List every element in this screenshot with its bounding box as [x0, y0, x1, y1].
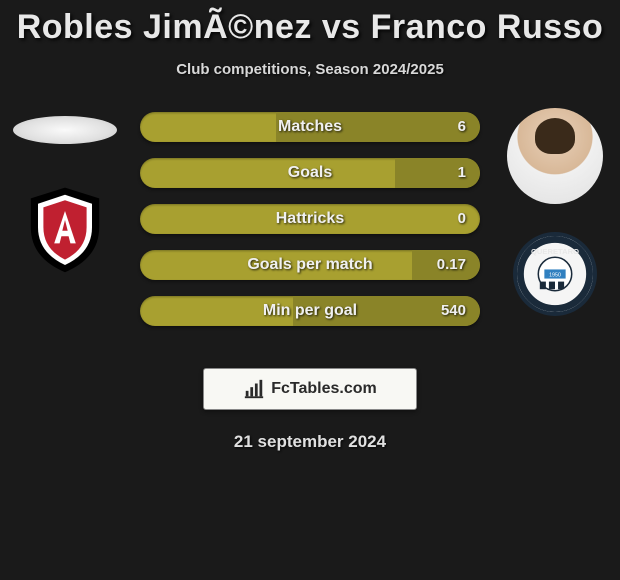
source-badge[interactable]: FcTables.com	[203, 368, 417, 410]
stats-bars: Matches 6 Goals 1 Hattricks 0 Goals per …	[140, 112, 480, 342]
queretaro-crest-icon: QUERETARO 1950	[517, 236, 593, 312]
svg-text:1950: 1950	[549, 272, 561, 278]
stat-value-right: 540	[441, 296, 466, 326]
stat-row: Goals 1	[140, 158, 480, 188]
stat-value-right: 6	[458, 112, 466, 142]
svg-text:QUERETARO: QUERETARO	[531, 247, 579, 256]
stat-row: Min per goal 540	[140, 296, 480, 326]
left-player-column	[0, 108, 130, 274]
stat-label: Goals per match	[140, 250, 480, 280]
stat-row: Matches 6	[140, 112, 480, 142]
stat-value-right: 0.17	[437, 250, 466, 280]
club-crest-left	[20, 184, 110, 274]
stat-row: Goals per match 0.17	[140, 250, 480, 280]
right-player-column: QUERETARO 1950	[490, 108, 620, 316]
club-crest-right: QUERETARO 1950	[513, 232, 597, 316]
stat-value-right: 0	[458, 204, 466, 234]
stat-label: Hattricks	[140, 204, 480, 234]
stat-row: Hattricks 0	[140, 204, 480, 234]
source-badge-text: FcTables.com	[271, 380, 377, 398]
stat-label: Min per goal	[140, 296, 480, 326]
stat-value-right: 1	[458, 158, 466, 188]
atlas-crest-icon	[20, 184, 110, 274]
stat-label: Goals	[140, 158, 480, 188]
comparison-date: 21 september 2024	[0, 432, 620, 452]
player-left-silhouette	[13, 116, 117, 144]
comparison-card: Robles JimÃ©nez vs Franco Russo Club com…	[0, 0, 620, 452]
player-right-photo	[507, 108, 603, 204]
main-area: QUERETARO 1950 Matches 6 Go	[0, 108, 620, 358]
bar-chart-icon	[243, 378, 265, 400]
page-title: Robles JimÃ©nez vs Franco Russo	[0, 0, 620, 47]
stat-label: Matches	[140, 112, 480, 142]
subtitle: Club competitions, Season 2024/2025	[0, 61, 620, 78]
